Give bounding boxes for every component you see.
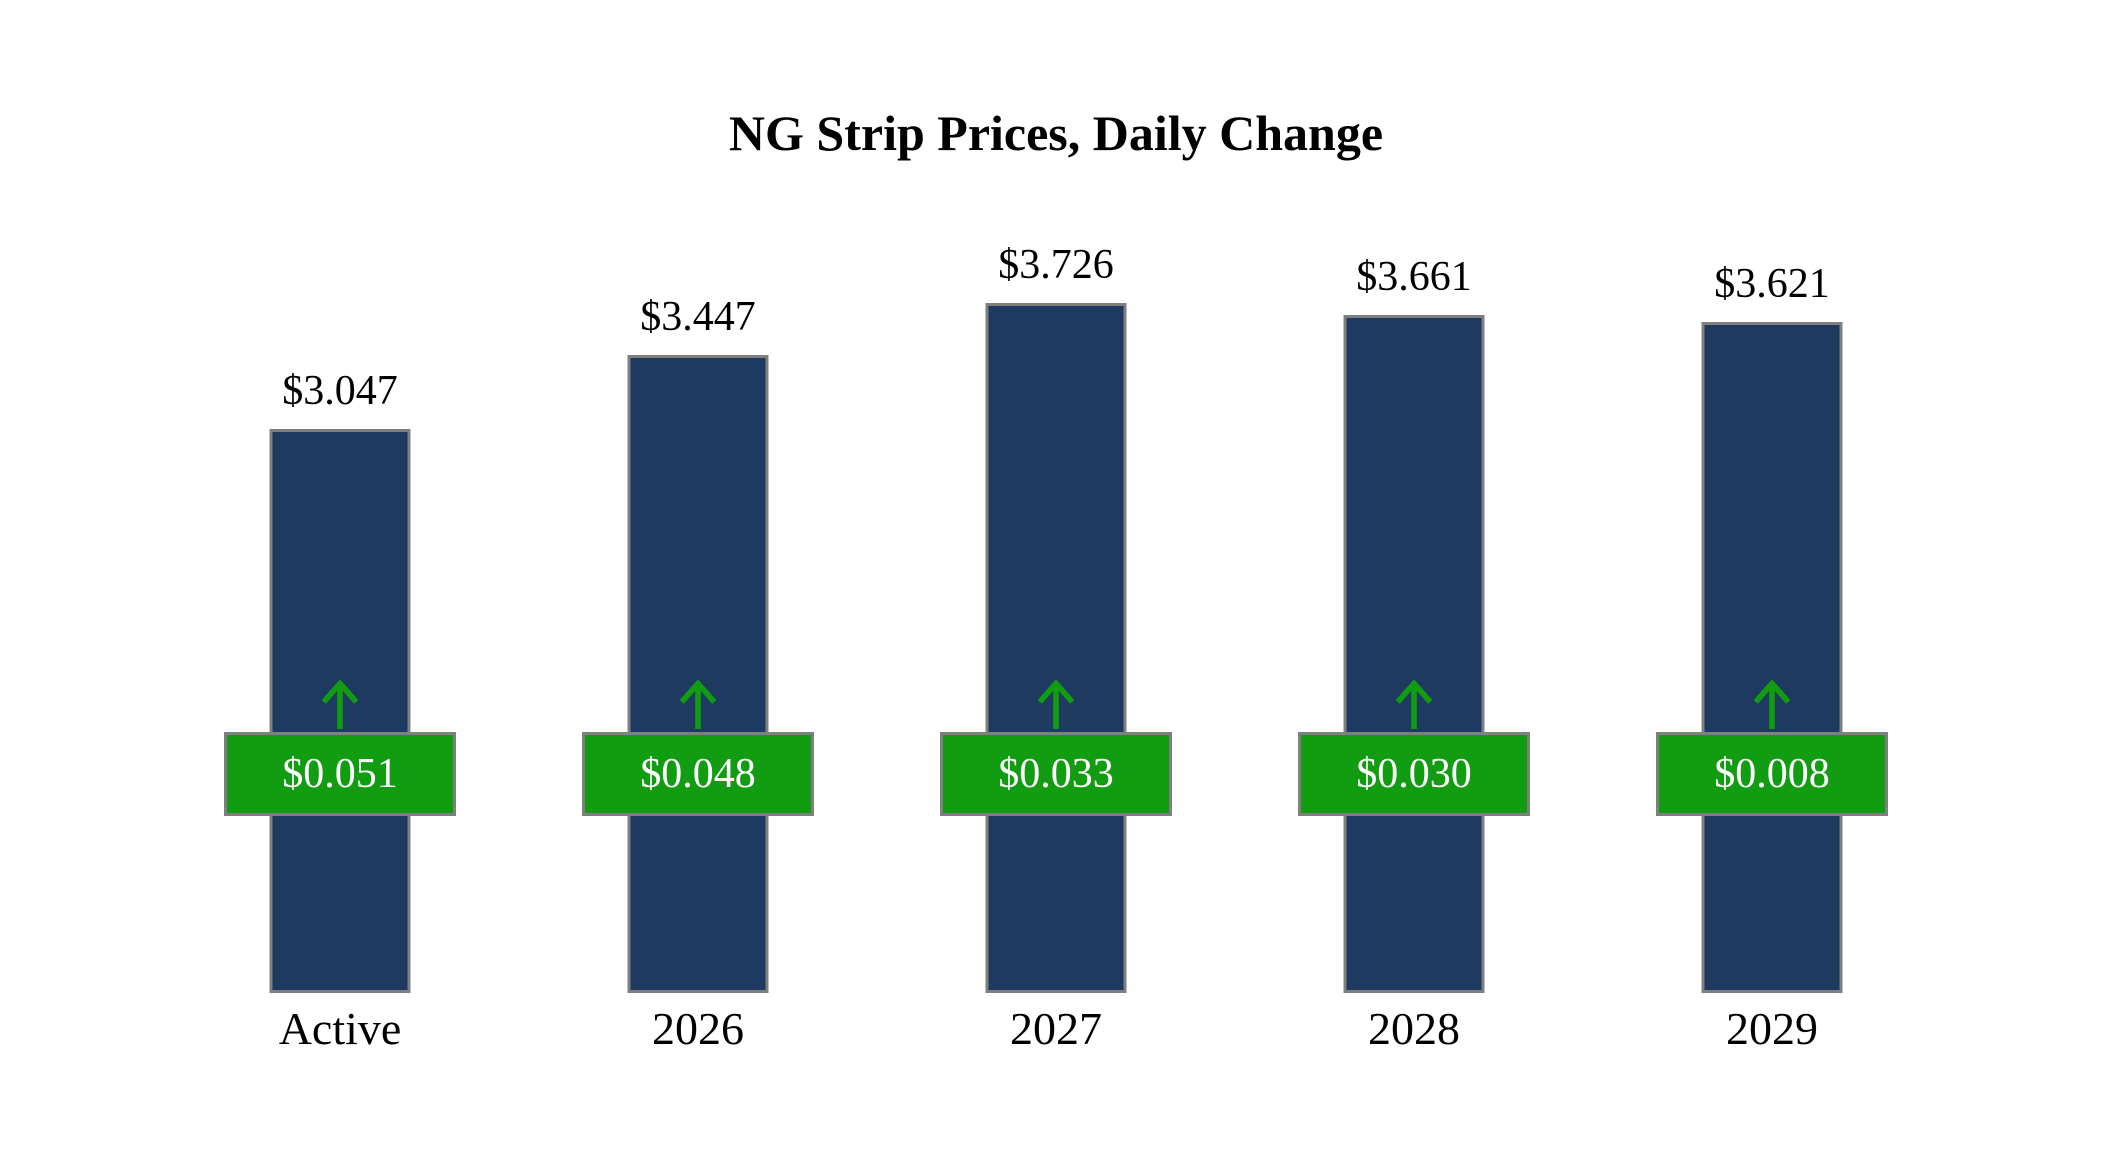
category-label: 2027 <box>1010 1003 1102 1054</box>
strip-price-label: $3.447 <box>640 293 756 340</box>
strip-price-label: $3.621 <box>1714 261 1830 308</box>
bar <box>985 302 1127 993</box>
daily-change-badge: $0.033 <box>940 732 1172 816</box>
daily-change-badge: $0.051 <box>224 732 456 816</box>
up-arrow-icon <box>1753 679 1791 729</box>
strip-price-label: $3.661 <box>1356 253 1472 300</box>
chart-title: NG Strip Prices, Daily Change <box>728 105 1384 161</box>
category-label: 2026 <box>652 1003 744 1054</box>
up-arrow-icon <box>679 679 717 729</box>
bar <box>1343 314 1485 993</box>
strip-price-label: $3.047 <box>282 367 398 414</box>
up-arrow-icon <box>321 679 359 729</box>
bar-column: $3.726 $0.033 2027 <box>940 0 1172 1152</box>
daily-change-badge: $0.048 <box>582 732 814 816</box>
daily-change-badge: $0.008 <box>1656 732 1888 816</box>
bar-column: $3.621 $0.008 2029 <box>1656 0 1888 1152</box>
bar-column: $3.447 $0.048 2026 <box>582 0 814 1152</box>
bar-column: $3.661 $0.030 2028 <box>1298 0 1530 1152</box>
bar <box>1701 322 1843 993</box>
strip-price-label: $3.726 <box>998 241 1114 288</box>
category-label: 2028 <box>1368 1003 1460 1054</box>
category-label: Active <box>278 1003 402 1054</box>
bar-column: $3.047 $0.051 Active <box>224 0 456 1152</box>
daily-change-badge: $0.030 <box>1298 732 1530 816</box>
category-label: 2029 <box>1726 1003 1818 1054</box>
up-arrow-icon <box>1037 679 1075 729</box>
up-arrow-icon <box>1395 679 1433 729</box>
bar <box>627 354 769 993</box>
